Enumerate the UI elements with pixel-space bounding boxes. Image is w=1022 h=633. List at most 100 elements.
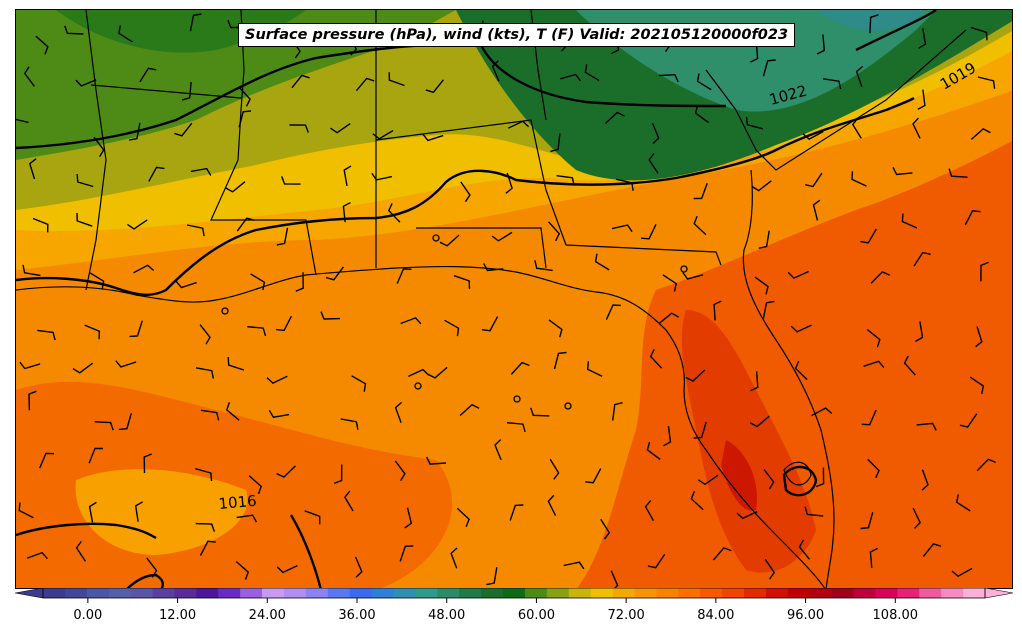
wind-barb bbox=[250, 273, 266, 291]
wind-barb bbox=[342, 201, 351, 223]
wind-barb bbox=[400, 317, 422, 325]
temperature-zone-hottest bbox=[681, 310, 816, 573]
wind-barb bbox=[764, 558, 776, 580]
wind-barb bbox=[268, 409, 290, 418]
wind-barb bbox=[18, 502, 34, 519]
temperature-zone-hot-east bbox=[577, 141, 1012, 588]
wind-barb bbox=[530, 407, 550, 417]
wind-barb bbox=[805, 172, 823, 188]
wind-barb bbox=[600, 518, 611, 540]
wind-barb bbox=[749, 415, 770, 428]
wind-barb bbox=[118, 413, 132, 431]
wind-barb bbox=[344, 490, 354, 512]
wind-barb bbox=[227, 357, 245, 371]
wind-barb bbox=[556, 175, 575, 186]
colorbar-tick-label: 72.00 bbox=[608, 608, 645, 623]
colorbar-cell bbox=[437, 588, 460, 598]
wind-barb bbox=[610, 570, 619, 588]
wind-barb bbox=[459, 403, 480, 417]
temperature-zone-dark-green-nw bbox=[56, 10, 306, 53]
colorbar-tick-label: 48.00 bbox=[428, 608, 465, 623]
wind-barb bbox=[685, 369, 706, 382]
wind-barb bbox=[387, 203, 401, 223]
wind-barb bbox=[658, 312, 679, 324]
colorbar-cell bbox=[130, 588, 154, 598]
wind-barb bbox=[200, 409, 220, 421]
wind-barb bbox=[72, 362, 94, 374]
wind-barb bbox=[23, 66, 35, 87]
wind-barb bbox=[980, 261, 989, 282]
wind-barb bbox=[644, 500, 655, 522]
colorbar-tick-label: 84.00 bbox=[697, 608, 734, 623]
colorbar-cell bbox=[371, 588, 395, 598]
wind-barb bbox=[611, 224, 633, 233]
wind-barb bbox=[238, 110, 252, 128]
colorbar-cell bbox=[765, 588, 789, 598]
wind-barb bbox=[815, 467, 825, 488]
wind-barb bbox=[948, 168, 968, 178]
wind-barb bbox=[736, 510, 758, 520]
wind-barb bbox=[408, 368, 430, 378]
wind-barb bbox=[28, 158, 37, 180]
wind-barb bbox=[16, 118, 29, 124]
wind-barb bbox=[22, 264, 41, 277]
coastline-florida-east bbox=[742, 169, 835, 588]
wind-barb bbox=[690, 491, 704, 511]
wind-barb bbox=[804, 506, 824, 517]
wind-barb bbox=[276, 465, 296, 478]
wind-barb bbox=[325, 266, 344, 281]
colorbar: 0.00 12.00 24.00 36.00 48.00 60.00 72.00 84.00 9… bbox=[15, 588, 1014, 623]
wind-barb bbox=[291, 74, 310, 89]
colorbar-cell bbox=[809, 588, 833, 598]
isobar-1016-sw bbox=[16, 522, 157, 540]
wind-barb bbox=[143, 453, 152, 474]
wind-barb bbox=[547, 494, 557, 516]
wind-barb bbox=[225, 181, 246, 193]
calm-circle bbox=[432, 234, 440, 242]
wind-barb bbox=[199, 540, 216, 556]
colorbar-cell bbox=[283, 588, 307, 598]
colorbar-frame bbox=[42, 588, 986, 599]
colorbar-tick-label: 0.00 bbox=[73, 608, 102, 623]
wind-barb bbox=[388, 72, 405, 87]
wind-barb bbox=[651, 122, 660, 145]
wind-barb bbox=[195, 367, 214, 379]
wind-barb bbox=[343, 165, 352, 187]
wind-barb bbox=[333, 464, 343, 485]
wind-barb bbox=[340, 418, 359, 430]
wind-barb bbox=[693, 421, 707, 439]
wind-barb bbox=[648, 152, 659, 174]
isobar-label-1016: 1016 bbox=[218, 492, 258, 513]
colorbar-cell bbox=[108, 588, 132, 598]
wind-barb bbox=[483, 263, 504, 272]
wind-barb bbox=[281, 176, 301, 185]
wind-barb bbox=[762, 300, 775, 319]
colorbar-tick-label: 12.00 bbox=[159, 608, 196, 623]
wind-barb bbox=[758, 230, 770, 249]
calm-circle bbox=[564, 402, 572, 410]
wind-barb bbox=[89, 272, 105, 290]
isobar-florida-loop bbox=[782, 465, 818, 497]
colorbar-tick-label: 36.00 bbox=[338, 608, 375, 623]
calm-circle bbox=[414, 382, 422, 390]
wind-barb bbox=[913, 251, 931, 267]
wind-barb bbox=[174, 122, 193, 137]
wind-barb bbox=[94, 421, 114, 431]
wind-barb bbox=[236, 514, 258, 523]
wind-barb bbox=[922, 543, 942, 557]
wind-barb bbox=[750, 371, 759, 392]
wind-barb bbox=[918, 28, 927, 49]
wind-barb bbox=[534, 260, 553, 272]
wind-barb bbox=[790, 324, 812, 333]
wind-barb bbox=[93, 136, 105, 158]
wind-barb bbox=[563, 561, 585, 570]
wind-barb bbox=[762, 59, 776, 77]
wind-barb bbox=[977, 76, 996, 89]
wind-barb bbox=[354, 556, 363, 578]
colorbar-tick-label: 96.00 bbox=[787, 608, 824, 623]
wind-barb bbox=[649, 348, 663, 369]
calm-circle bbox=[680, 265, 688, 273]
colorbar-ticks: 0.00 12.00 24.00 36.00 48.00 60.00 72.00 84.00 9… bbox=[73, 598, 918, 623]
wind-barb bbox=[84, 324, 101, 340]
wind-barb bbox=[175, 280, 197, 289]
